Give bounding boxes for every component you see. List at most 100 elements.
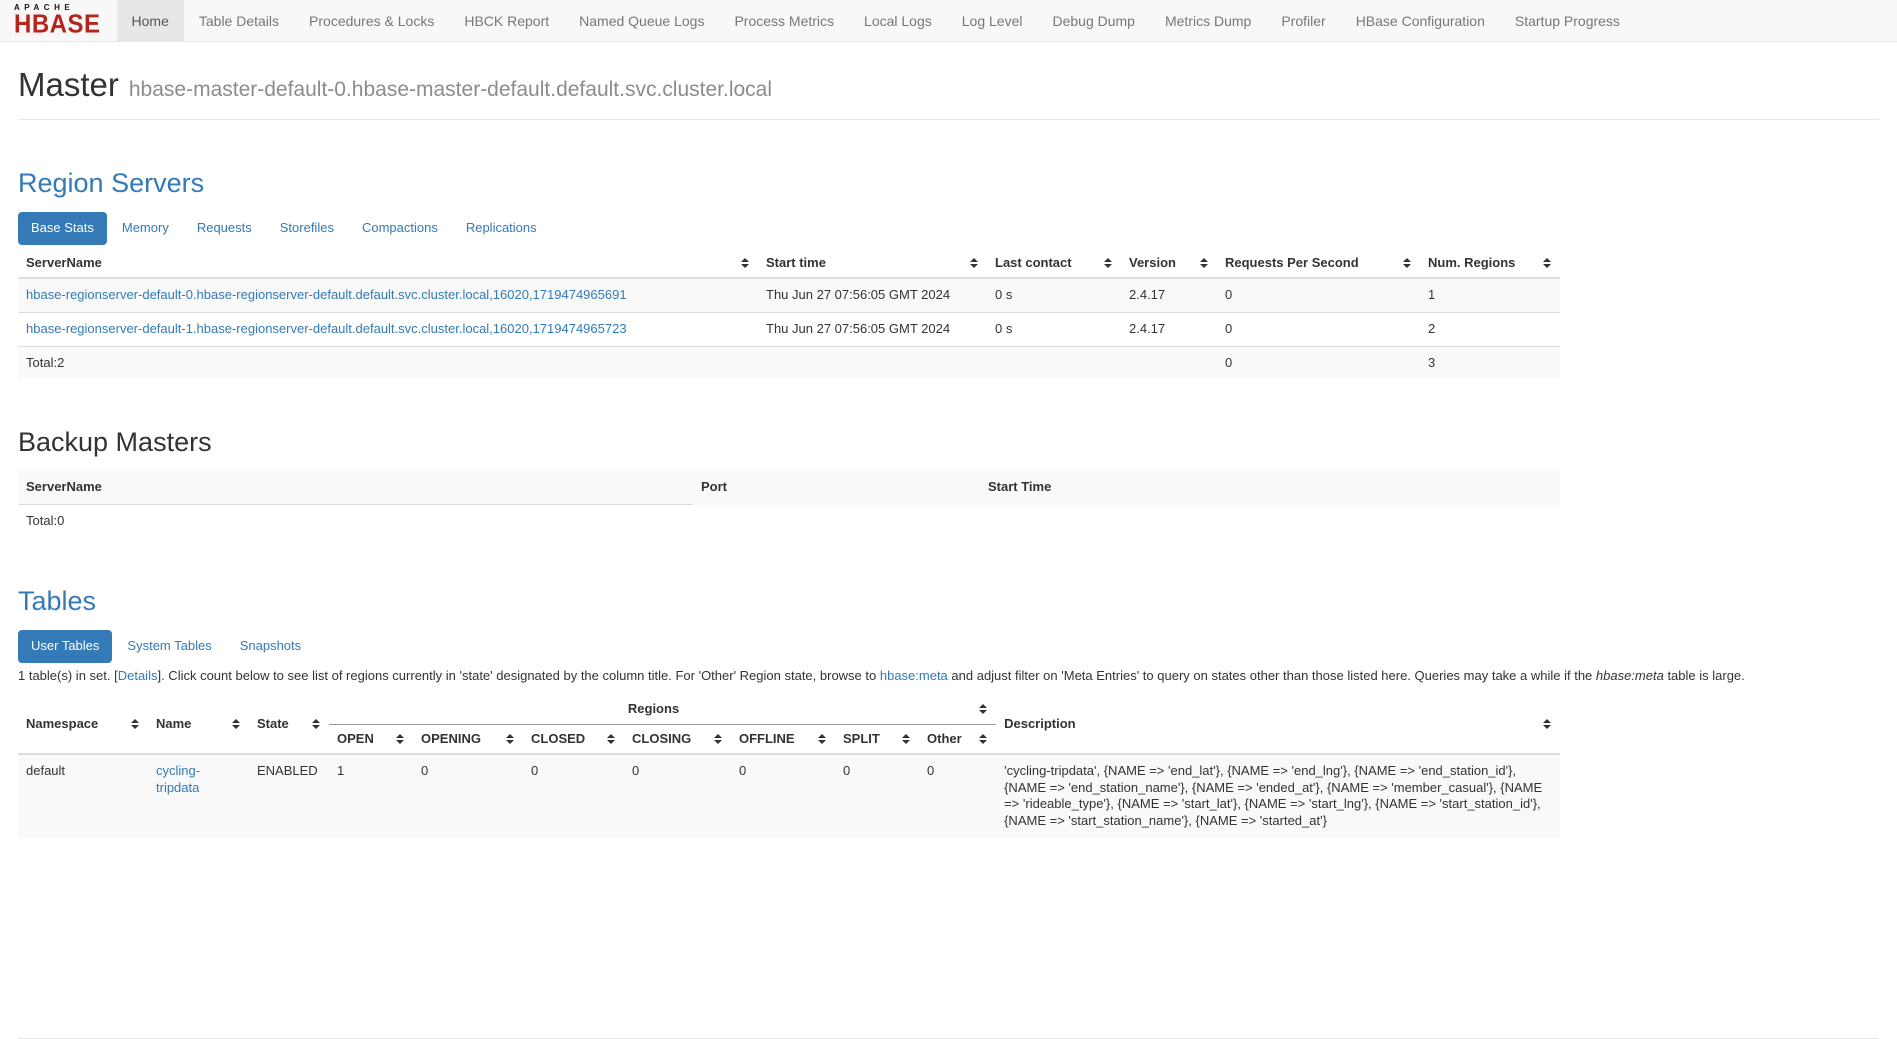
sort-icon (1543, 258, 1551, 268)
num-regions-cell: 2 (1420, 311, 1560, 347)
sort-icon (902, 734, 910, 744)
column-header-closed[interactable]: CLOSED (523, 724, 624, 756)
tab-compactions[interactable]: Compactions (361, 220, 438, 236)
namespace-cell: default (26, 763, 66, 779)
sort-icon (818, 734, 826, 744)
regionserver-link[interactable]: hbase-regionserver-default-0.hbase-regio… (26, 287, 627, 303)
tab-replications[interactable]: Replications (465, 220, 537, 236)
nav-item-hbck-report[interactable]: HBCK Report (464, 13, 550, 29)
backup-masters-table: ServerName Port Start Time Total:0 (18, 471, 1560, 538)
nav-item-process-metrics[interactable]: Process Metrics (734, 13, 835, 29)
brand-hbase-text: HBASE (14, 9, 101, 40)
servername-cell: hbase-regionserver-default-0.hbase-regio… (18, 278, 758, 312)
page-title: Master hbase-master-default-0.hbase-maste… (18, 62, 1879, 109)
tab-storefiles[interactable]: Storefiles (279, 220, 334, 236)
hbase-meta-link[interactable]: hbase:meta (879, 667, 948, 683)
offline-count[interactable]: 0 (739, 763, 747, 779)
region-server-row: hbase-regionserver-default-1.hbase-regio… (18, 311, 1560, 347)
brand-apache-text: APACHE (14, 3, 75, 12)
last-contact-cell: 0 s (987, 311, 1121, 347)
servername-cell: hbase-regionserver-default-1.hbase-regio… (18, 311, 758, 347)
tables-tabs: User Tables System Tables Snapshots (18, 630, 1879, 663)
hbase-meta-italic: hbase:meta (1595, 667, 1664, 683)
version-cell: 2.4.17 (1121, 311, 1217, 347)
column-header-start-time[interactable]: Start time (758, 248, 987, 280)
sort-icon (979, 704, 987, 714)
nav-item-named-queue-logs[interactable]: Named Queue Logs (579, 13, 705, 29)
sort-icon (714, 734, 722, 744)
closed-count[interactable]: 0 (531, 763, 539, 779)
region-servers-table: ServerName Start time Last contact Versi… (18, 248, 1560, 380)
sort-icon (741, 258, 749, 268)
hbase-logo[interactable]: APACHE HBASE (8, 0, 117, 41)
last-contact-cell: 0 s (995, 287, 1013, 303)
column-header-start-time: Start Time (988, 479, 1052, 495)
column-header-offline[interactable]: OFFLINE (731, 724, 835, 756)
nav-item-local-logs[interactable]: Local Logs (864, 13, 932, 29)
details-link[interactable]: Details (117, 667, 158, 683)
navbar-menu: Home Table Details Procedures & Locks HB… (116, 0, 1635, 41)
nav-item-startup-progress[interactable]: Startup Progress (1514, 13, 1620, 29)
title-divider (18, 118, 1879, 120)
user-tables-table: Namespace Name State Regions Description (18, 694, 1561, 838)
region-servers-total-row: Total:2 0 3 (18, 345, 1560, 380)
column-header-name[interactable]: Name (148, 694, 249, 756)
nav-item-procedures-locks[interactable]: Procedures & Locks (309, 13, 435, 29)
tab-user-tables[interactable]: User Tables (18, 630, 113, 663)
tab-system-tables[interactable]: System Tables (127, 638, 212, 654)
region-servers-heading: Region Servers (18, 167, 205, 198)
num-regions-cell: 1 (1428, 287, 1436, 303)
nav-item-hbase-configuration[interactable]: HBase Configuration (1355, 13, 1485, 29)
column-group-regions[interactable]: Regions (329, 694, 997, 725)
requests-per-second-cell: 0 (1217, 311, 1420, 347)
sort-icon (979, 734, 987, 744)
column-header-split[interactable]: SPLIT (835, 724, 919, 756)
sort-icon (1543, 719, 1551, 729)
nav-item-profiler[interactable]: Profiler (1281, 13, 1326, 29)
closing-count[interactable]: 0 (632, 763, 640, 779)
tab-memory[interactable]: Memory (121, 220, 169, 236)
column-header-namespace[interactable]: Namespace (18, 694, 148, 756)
requests-per-second-cell: 0 (1225, 287, 1233, 303)
opening-count[interactable]: 0 (421, 763, 429, 779)
nav-item-metrics-dump[interactable]: Metrics Dump (1164, 13, 1252, 29)
column-header-state[interactable]: State (249, 694, 329, 756)
column-header-opening[interactable]: OPENING (413, 724, 523, 756)
description-cell: 'cycling-tripdata', {NAME => 'end_lat'},… (1004, 763, 1543, 829)
tables-heading: Tables (18, 585, 97, 616)
sort-icon (970, 258, 978, 268)
split-count[interactable]: 0 (843, 763, 851, 779)
sort-icon (131, 719, 139, 729)
nav-item-table-details[interactable]: Table Details (198, 13, 280, 29)
nav-item-log-level[interactable]: Log Level (961, 13, 1023, 29)
table-name-cell: cycling-tripdata (148, 754, 249, 838)
column-header-closing[interactable]: CLOSING (624, 724, 731, 756)
column-header-servername[interactable]: ServerName (18, 248, 758, 280)
column-header-other[interactable]: Other (919, 724, 997, 756)
tab-snapshots[interactable]: Snapshots (239, 638, 302, 654)
column-header-last-contact[interactable]: Last contact (987, 248, 1121, 280)
sort-icon (312, 719, 320, 729)
tab-requests[interactable]: Requests (196, 220, 252, 236)
nav-item-debug-dump[interactable]: Debug Dump (1052, 13, 1135, 29)
nav-item-home[interactable]: Home (116, 0, 184, 41)
table-link[interactable]: cycling-tripdata (156, 763, 201, 795)
top-navbar: APACHE HBASE Home Table Details Procedur… (0, 0, 1897, 42)
total-label: Total:0 (18, 504, 693, 538)
column-header-num-regions[interactable]: Num. Regions (1420, 248, 1560, 280)
regionserver-link[interactable]: hbase-regionserver-default-1.hbase-regio… (26, 320, 627, 336)
column-header-requests-per-second[interactable]: Requests Per Second (1217, 248, 1420, 280)
column-header-open[interactable]: OPEN (329, 724, 413, 756)
open-count[interactable]: 1 (337, 763, 345, 779)
region-servers-tabs: Base Stats Memory Requests Storefiles Co… (18, 212, 1879, 245)
column-header-version[interactable]: Version (1121, 248, 1217, 280)
master-hostname: hbase-master-default-0.hbase-master-defa… (128, 78, 773, 101)
sort-icon (396, 734, 404, 744)
tab-base-stats[interactable]: Base Stats (18, 212, 107, 245)
column-header-servername: ServerName (26, 479, 102, 495)
other-count[interactable]: 0 (927, 763, 935, 779)
column-header-description[interactable]: Description (996, 694, 1561, 756)
sort-icon (1200, 258, 1208, 268)
tables-header-row-1: Namespace Name State Regions Description (18, 694, 1561, 756)
start-time-cell: Thu Jun 27 07:56:05 GMT 2024 (766, 287, 951, 303)
